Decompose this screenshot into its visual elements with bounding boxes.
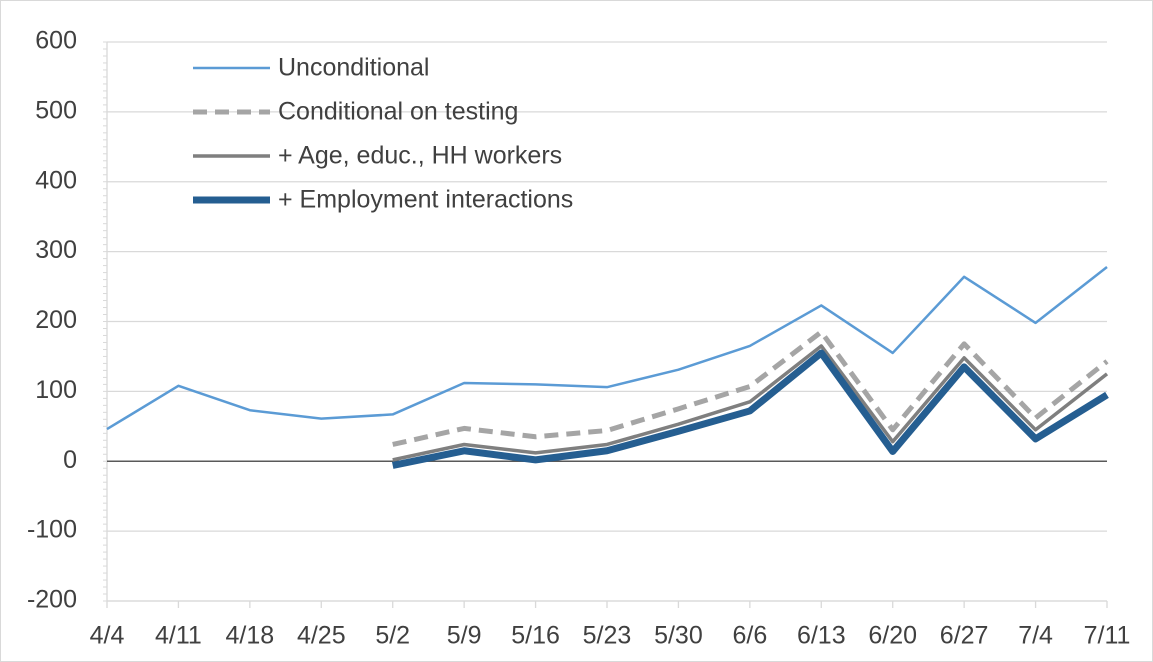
y-tick-label: 600: [35, 27, 77, 55]
series-line: [392, 349, 1109, 469]
x-tick-label: 5/30: [654, 622, 703, 650]
x-tick-label: 5/2: [375, 622, 410, 650]
y-tick-label: 500: [35, 96, 77, 124]
x-tick-label: 6/27: [940, 622, 989, 650]
x-tick-label: 5/9: [447, 622, 482, 650]
x-tick-label: 7/11: [1084, 622, 1131, 650]
x-tick-label: 4/18: [226, 622, 275, 650]
x-tick-label: 4/4: [90, 622, 125, 650]
x-tick-label: 6/13: [797, 622, 846, 650]
x-tick-label: 5/23: [583, 622, 632, 650]
legend-label: Unconditional: [278, 54, 430, 82]
series-line: [392, 329, 1109, 447]
x-tick-label: 4/25: [297, 622, 346, 650]
y-tick-label: 200: [35, 306, 77, 334]
x-tick-label: 6/20: [868, 622, 917, 650]
x-tick-label: 5/16: [511, 622, 560, 650]
y-tick-label: 100: [35, 376, 77, 404]
y-tick-label: -100: [27, 516, 77, 544]
legend-label: + Employment interactions: [278, 186, 573, 214]
y-tick-label: 300: [35, 236, 77, 264]
legend-label: + Age, educ., HH workers: [278, 142, 562, 170]
series-line: [106, 266, 1108, 431]
y-tick-label: -200: [27, 586, 77, 614]
y-tick-label: 0: [63, 446, 77, 474]
x-tick-label: 4/11: [155, 622, 202, 650]
x-tick-label: 7/4: [1018, 622, 1053, 650]
x-tick-label: 6/6: [732, 622, 767, 650]
series-line: [392, 344, 1109, 462]
legend-label: Conditional on testing: [278, 98, 518, 126]
y-tick-label: 400: [35, 166, 77, 194]
